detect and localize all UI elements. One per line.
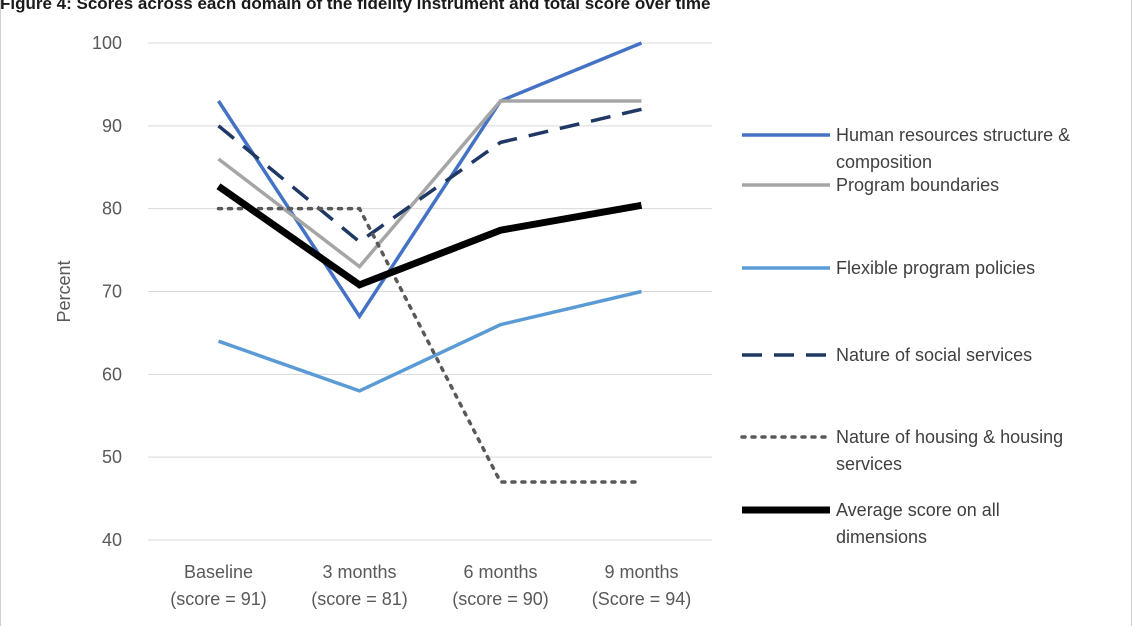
legend-label: Nature of housing & housing services (836, 427, 1063, 474)
y-tick-label: 60 (102, 364, 122, 384)
legend-label: Flexible program policies (836, 258, 1035, 278)
legend-label: Human resources structure & composition (836, 125, 1070, 172)
y-tick-label: 100 (92, 33, 122, 53)
legend-label: Program boundaries (836, 175, 999, 195)
series-lines (216, 41, 644, 484)
frame-right-border (1131, 0, 1132, 626)
y-tick-label: 40 (102, 530, 122, 550)
series-line (216, 183, 643, 289)
y-tick-label: 80 (102, 199, 122, 219)
series-line (217, 289, 642, 393)
legend-label: Average score on all dimensions (836, 500, 1000, 547)
series-line (216, 206, 644, 484)
legend-label: Nature of social services (836, 345, 1032, 365)
y-axis-title: Percent (54, 260, 74, 322)
series-line (217, 107, 642, 244)
x-tick-label: 9 months (Score = 94) (592, 562, 692, 609)
x-tick-label: Baseline (score = 91) (170, 562, 267, 609)
y-axis-title-group: Percent (54, 260, 74, 322)
x-tick-label: 3 months (score = 81) (311, 562, 408, 609)
legend: Human resources structure & composition Pr… (740, 125, 1070, 547)
series-line (217, 99, 642, 270)
y-tick-label: 90 (102, 116, 122, 136)
y-axis-ticks: 40 50 60 70 80 90 100 (92, 33, 122, 550)
x-tick-label: 6 months (score = 90) (452, 562, 549, 609)
x-axis-ticks: Baseline (score = 91) 3 months (score = 81)… (170, 562, 691, 609)
gridlines (148, 42, 712, 541)
y-tick-label: 50 (102, 447, 122, 467)
frame-left-border (0, 0, 1, 626)
y-tick-label: 70 (102, 282, 122, 302)
figure-title: Figure 4: Scores across each domain of t… (0, 0, 711, 13)
